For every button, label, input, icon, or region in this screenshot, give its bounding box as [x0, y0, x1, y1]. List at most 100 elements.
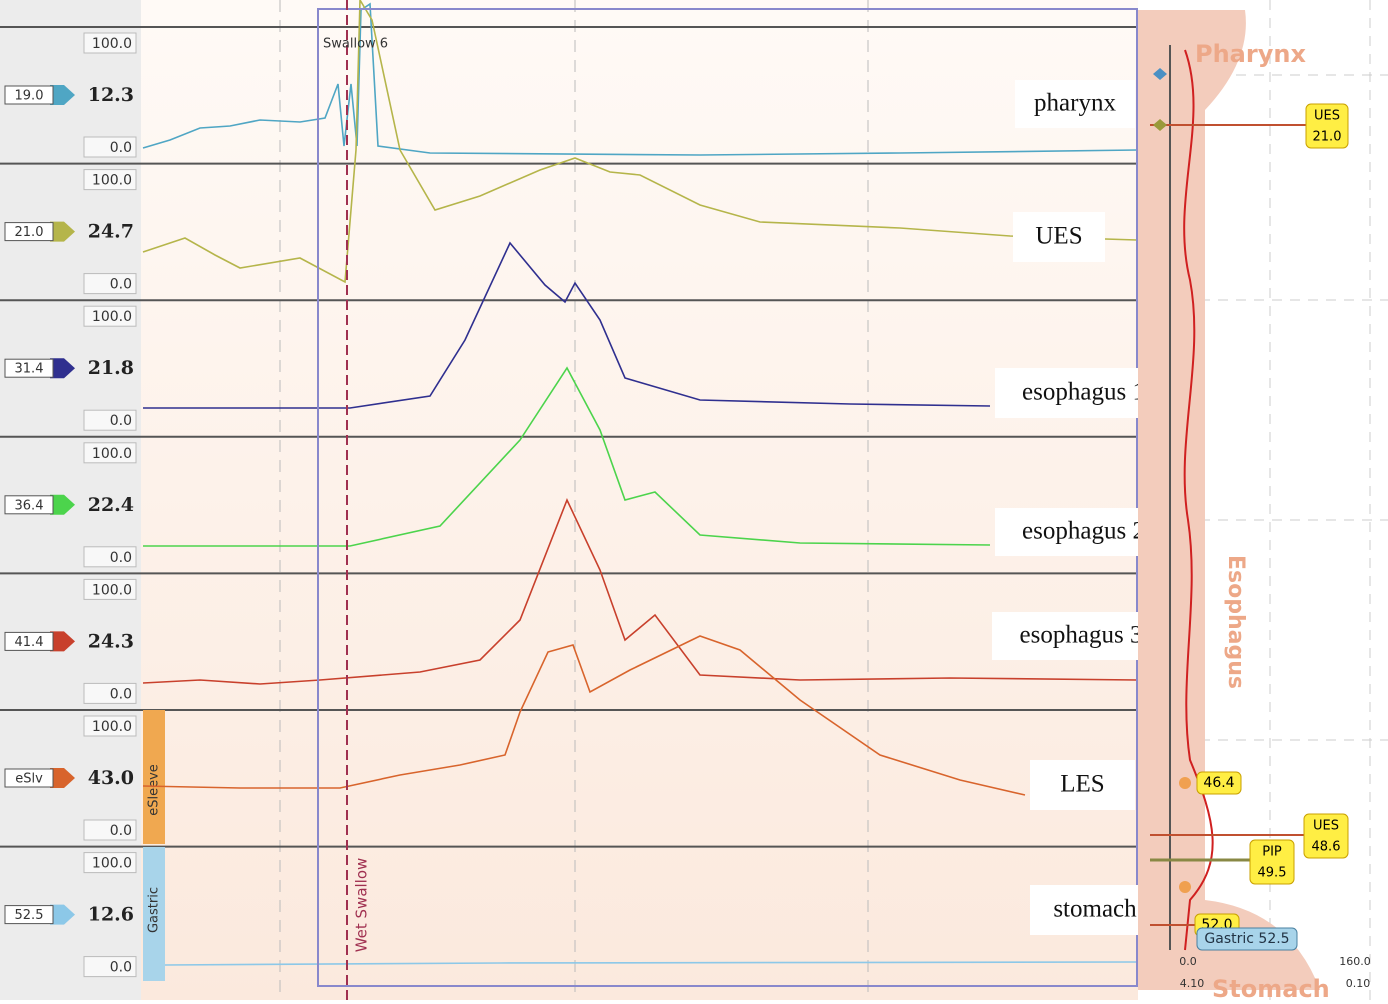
- anatomy-panel: Pharynx Esophagus Stomach UES 21.0 UES 4…: [1138, 0, 1388, 1003]
- max-label: 100.0: [92, 36, 132, 52]
- sensor-arrow: [50, 904, 75, 925]
- channel-value: 24.7: [88, 221, 134, 243]
- channel-label: UES: [1035, 223, 1082, 250]
- traces: [142, 0, 1138, 966]
- event-label: Wet Swallow: [353, 858, 371, 953]
- gastric-label: Gastric: [147, 887, 162, 933]
- channel-value: 12.6: [88, 904, 134, 926]
- channel-value: 21.8: [88, 357, 134, 379]
- scale-label: 0.10: [1346, 977, 1371, 990]
- max-label: 100.0: [92, 719, 132, 735]
- max-label: 100.0: [92, 582, 132, 598]
- esleeve-band: [143, 710, 165, 844]
- sensor-tag: [4, 358, 54, 378]
- max-label: 100.0: [92, 173, 132, 189]
- sensor-tag: [4, 495, 54, 515]
- min-box: [83, 273, 137, 295]
- max-label: 100.0: [92, 446, 132, 462]
- sensor-label: 52.5: [15, 908, 44, 923]
- esleeve-label: eSleeve: [147, 764, 162, 816]
- label-box: [1015, 80, 1135, 128]
- marker: UES 48.6: [1303, 813, 1349, 859]
- min-label: 0.0: [110, 550, 132, 566]
- channel-label: stomach: [1053, 896, 1137, 923]
- marker-text: UES: [1314, 109, 1340, 124]
- label-box: [1013, 212, 1105, 262]
- sensor-tag: [4, 85, 54, 105]
- max-box: [83, 305, 137, 327]
- min-box: [83, 682, 137, 704]
- sensor-icon: [1179, 777, 1191, 789]
- plot-area: [141, 0, 1138, 1000]
- channel-label: esophagus 1: [1022, 379, 1145, 406]
- swallow-label: Swallow 6: [323, 37, 388, 52]
- pharynx-title: Pharynx: [1195, 40, 1306, 68]
- max-box: [83, 442, 137, 464]
- marker: PIP 49.5: [1249, 839, 1295, 885]
- channel-value: 22.4: [88, 494, 134, 516]
- max-label: 100.0: [92, 309, 132, 325]
- trace: [142, 497, 1138, 685]
- sensor-icon: [1153, 119, 1167, 131]
- channel-label: esophagus 2: [1022, 518, 1145, 545]
- min-box: [83, 546, 137, 568]
- sensor-label: 21.0: [15, 225, 44, 240]
- max-box: [83, 715, 137, 737]
- min-label: 0.0: [110, 686, 132, 702]
- min-label: 0.0: [110, 140, 132, 156]
- min-box: [83, 956, 137, 978]
- trace: [143, 241, 991, 409]
- sensor-tag: [4, 631, 54, 651]
- marker-text: 48.6: [1312, 840, 1341, 855]
- esophagus-title: Esophagus: [1223, 555, 1248, 689]
- scale-label: 4.10: [1180, 977, 1205, 990]
- position-box: [1196, 771, 1242, 795]
- max-box: [83, 169, 137, 191]
- sensor-arrow: [50, 631, 75, 652]
- min-box: [83, 819, 137, 841]
- max-box: [83, 578, 137, 600]
- min-label: 0.0: [110, 277, 132, 293]
- gastric-marker-box: [1196, 927, 1298, 951]
- position-label: 46.4: [1203, 775, 1234, 791]
- sensor-label: 19.0: [15, 89, 44, 104]
- channel-label: LES: [1060, 771, 1104, 798]
- rows: 100.0 0.0 19.0 12.3 100.0 0.0 21.0 24.7 100.0 0.0…: [0, 26, 1138, 978]
- sensor-tag: [4, 222, 54, 242]
- sensor-label: 31.4: [15, 362, 44, 377]
- channel-label: pharynx: [1034, 90, 1116, 117]
- sensor-arrow: [50, 768, 75, 788]
- min-label: 0.0: [110, 960, 132, 976]
- label-box: [1030, 760, 1135, 810]
- marker-text: 49.5: [1258, 866, 1287, 881]
- channel-value: 43.0: [88, 767, 134, 789]
- scale-label: 160.0: [1339, 955, 1371, 968]
- max-box: [83, 32, 137, 54]
- sensor-tag: [4, 905, 54, 925]
- gastric-marker: Gastric 52.5: [1204, 931, 1289, 947]
- marker: UES 21.0: [1305, 103, 1349, 149]
- sensor-icon: [1153, 68, 1167, 80]
- sensor-label: 36.4: [15, 498, 44, 513]
- sensor-arrow: [50, 494, 75, 515]
- min-box: [83, 136, 137, 158]
- sensor-label: 41.4: [15, 635, 44, 650]
- max-box: [83, 852, 137, 874]
- scale-label: 0.0: [1179, 955, 1197, 968]
- trace: [164, 961, 1138, 966]
- trace: [142, 0, 1138, 284]
- sensor-arrow: [50, 358, 75, 379]
- swallow-window: [317, 8, 1138, 987]
- sensor-icon: [1179, 881, 1191, 893]
- marker-text: UES: [1313, 819, 1339, 834]
- sensor-label: eSlv: [15, 772, 43, 787]
- trace: [142, 635, 1026, 796]
- trace: [143, 366, 991, 547]
- sensor-tag: [4, 768, 54, 788]
- stomach-title: Stomach: [1212, 975, 1330, 1000]
- time-gridlines: [279, 0, 869, 1000]
- esophagus-shape: [1138, 10, 1320, 990]
- min-label: 0.0: [110, 413, 132, 429]
